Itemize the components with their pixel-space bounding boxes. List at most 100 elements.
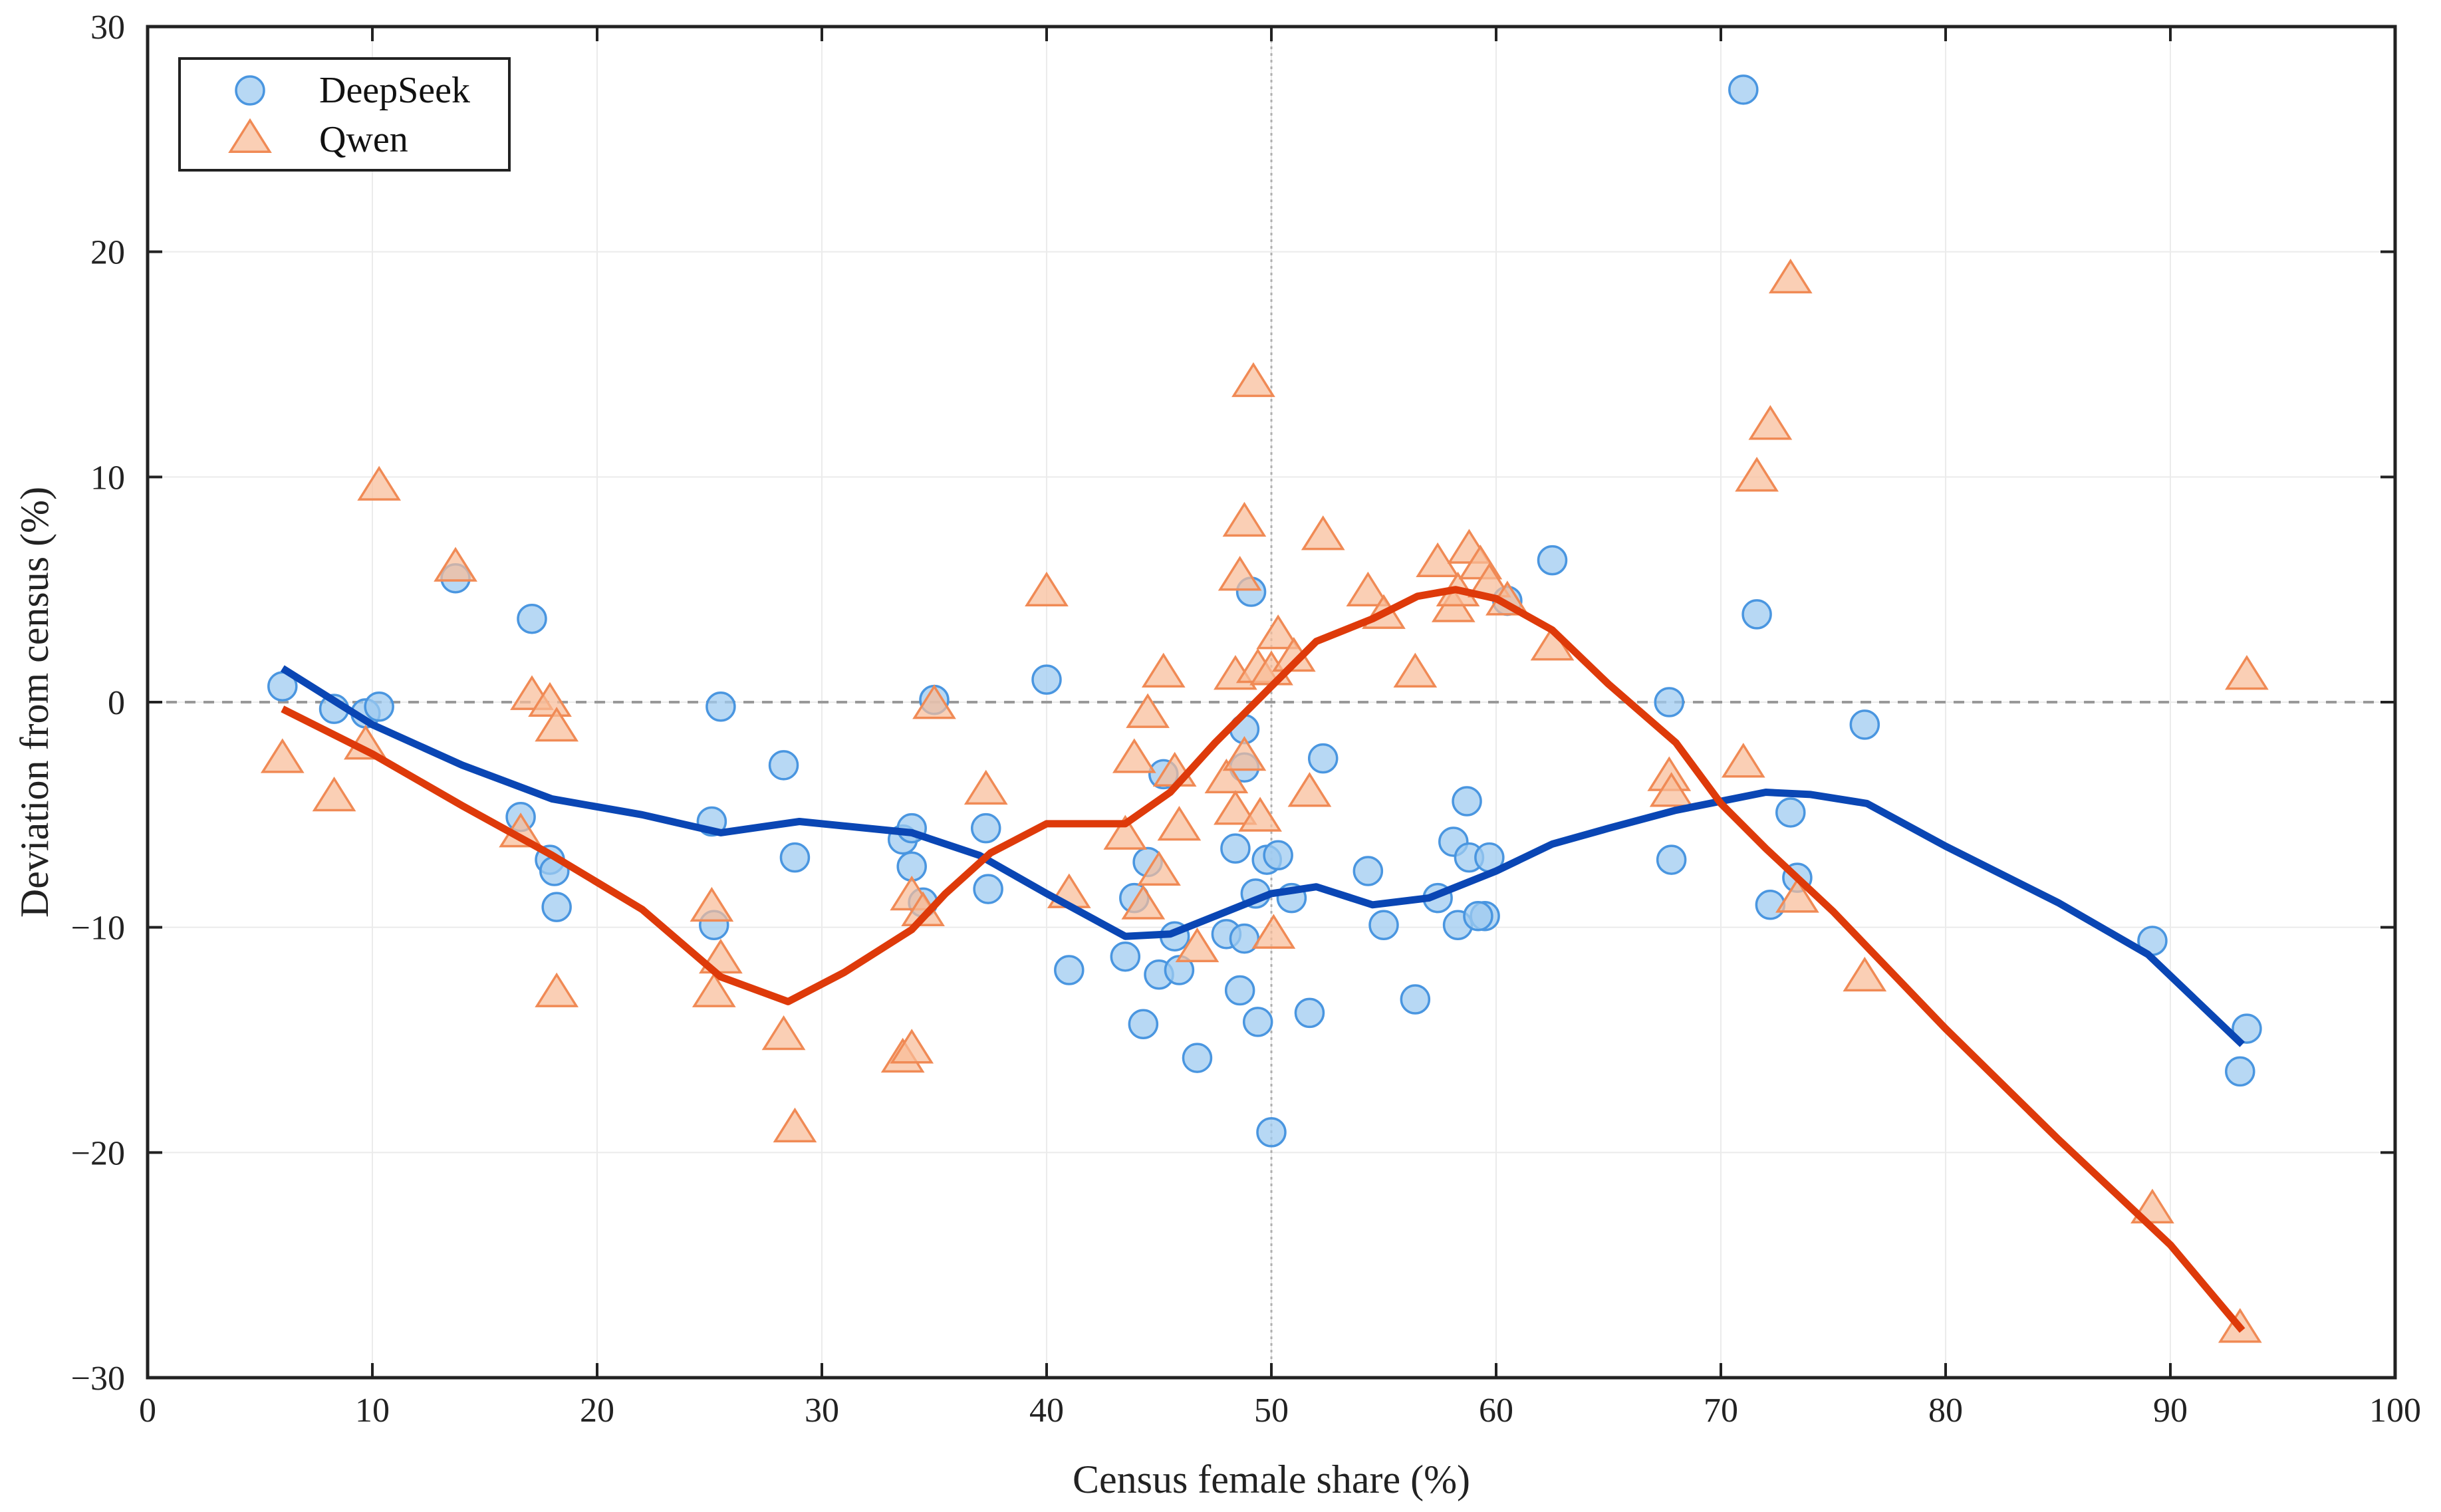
y-tick-label: 20 xyxy=(90,234,125,272)
deepseek-point xyxy=(1849,709,1880,740)
legend-qwen-symbol xyxy=(228,118,272,153)
deepseek-point xyxy=(2225,1056,2255,1087)
legend-deepseek-marker xyxy=(235,75,265,106)
qwen-point xyxy=(1287,772,1332,807)
qwen-point xyxy=(912,684,956,719)
deepseek-point xyxy=(1755,890,1786,920)
qwen-point xyxy=(890,1029,934,1064)
x-tick-label: 0 xyxy=(139,1392,156,1430)
qwen-point xyxy=(1238,797,1282,832)
x-tick-label: 100 xyxy=(2369,1392,2421,1430)
qwen-point xyxy=(1251,914,1296,949)
y-tick-label: 10 xyxy=(90,459,125,497)
x-tick-label: 10 xyxy=(355,1392,390,1430)
qwen-point xyxy=(312,776,356,812)
deepseek-point xyxy=(364,692,394,722)
deepseek-point xyxy=(1128,1009,1159,1040)
deepseek-point xyxy=(1054,955,1085,985)
x-axis-title: Census female share (%) xyxy=(1073,1457,1470,1501)
deepseek-point xyxy=(1656,844,1687,875)
qwen-point xyxy=(1214,790,1257,825)
qwen-point xyxy=(1204,758,1249,794)
deepseek-point xyxy=(1307,743,1339,774)
deepseek-point xyxy=(517,603,547,634)
y-tick-label: 0 xyxy=(108,684,125,722)
deepseek-point xyxy=(1654,687,1685,717)
qwen-point xyxy=(1748,405,1793,440)
deepseek-point xyxy=(1741,599,1772,630)
qwen-point xyxy=(692,972,736,1007)
x-tick-label: 50 xyxy=(1254,1392,1289,1430)
qwen-point xyxy=(528,682,572,717)
qwen-point xyxy=(1103,815,1148,850)
qwen-point xyxy=(1112,738,1156,773)
deepseek-point xyxy=(973,874,1003,904)
qwen-point xyxy=(260,738,305,773)
qwen-point xyxy=(1126,693,1170,728)
deepseek-points xyxy=(267,74,2262,1148)
qwen-point xyxy=(1157,805,1202,841)
y-tick-label: 30 xyxy=(90,9,125,47)
qwen-point xyxy=(1231,362,1275,398)
qwen-point xyxy=(1735,457,1779,492)
y-tick-label: −30 xyxy=(71,1360,125,1398)
qwen-point xyxy=(1393,652,1438,688)
qwen-point xyxy=(2225,655,2269,690)
qwen-point xyxy=(1346,571,1390,607)
qwen-point xyxy=(1025,571,1069,607)
qwen-point xyxy=(434,547,477,582)
qwen-point xyxy=(1175,927,1220,963)
qwen-point xyxy=(1222,735,1267,771)
qwen-point xyxy=(964,769,1008,805)
y-tick-label: −10 xyxy=(71,910,125,947)
qwen-point xyxy=(535,706,579,742)
legend-qwen-label: Qwen xyxy=(319,119,408,160)
qwen-point xyxy=(761,1015,806,1051)
deepseek-point xyxy=(1263,840,1293,871)
x-tick-labels: 0 10 20 30 40 50 60 70 80 90 100 xyxy=(139,1392,2421,1430)
deepseek-point xyxy=(1537,545,1568,576)
x-tick-label: 80 xyxy=(1928,1392,1963,1430)
deepseek-point xyxy=(779,842,811,873)
qwen-point xyxy=(1256,614,1301,650)
deepseek-point xyxy=(1182,1043,1213,1073)
x-tick-label: 20 xyxy=(580,1392,614,1430)
deepseek-point xyxy=(768,750,799,781)
qwen-point xyxy=(1121,884,1166,920)
deepseek-point xyxy=(1368,910,1399,941)
qwen-point xyxy=(535,972,579,1007)
x-tick-label: 60 xyxy=(1479,1392,1513,1430)
qwen-point xyxy=(1721,743,1765,778)
qwen-point xyxy=(1218,556,1262,591)
deepseek-point xyxy=(1031,664,1062,695)
qwen-point xyxy=(1222,501,1267,537)
qwen-point xyxy=(1416,542,1460,578)
x-tick-label: 70 xyxy=(1704,1392,1738,1430)
qwen-point xyxy=(690,886,734,922)
qwen-point xyxy=(357,465,402,501)
x-tick-label: 30 xyxy=(805,1392,839,1430)
qwen-point xyxy=(1649,772,1694,807)
deepseek-trend-line xyxy=(280,665,2245,1047)
legend-qwen-marker xyxy=(228,118,272,153)
deepseek-point xyxy=(1256,1117,1287,1148)
x-tick-label: 90 xyxy=(2153,1392,2188,1430)
qwen-point xyxy=(1768,259,1813,294)
deepseek-point xyxy=(1400,984,1431,1015)
deepseek-point xyxy=(1220,833,1251,864)
axis-ticks xyxy=(146,25,2396,1379)
deepseek-point xyxy=(1463,900,1493,932)
trend-lines xyxy=(280,586,2246,1333)
y-axis-title: Deviation from census (%) xyxy=(13,487,57,918)
deepseek-point xyxy=(1294,997,1325,1029)
deepseek-point xyxy=(541,892,572,922)
deepseek-point xyxy=(1775,797,1806,828)
legend: DeepSeek Qwen xyxy=(178,57,511,172)
deepseek-point xyxy=(1352,856,1384,886)
y-tick-labels: −30 −20 −10 0 10 20 30 xyxy=(71,9,125,1398)
deepseek-point xyxy=(706,692,736,722)
qwen-point xyxy=(1843,956,1887,992)
qwen-point xyxy=(773,1107,817,1143)
deepseek-point xyxy=(1110,941,1141,972)
